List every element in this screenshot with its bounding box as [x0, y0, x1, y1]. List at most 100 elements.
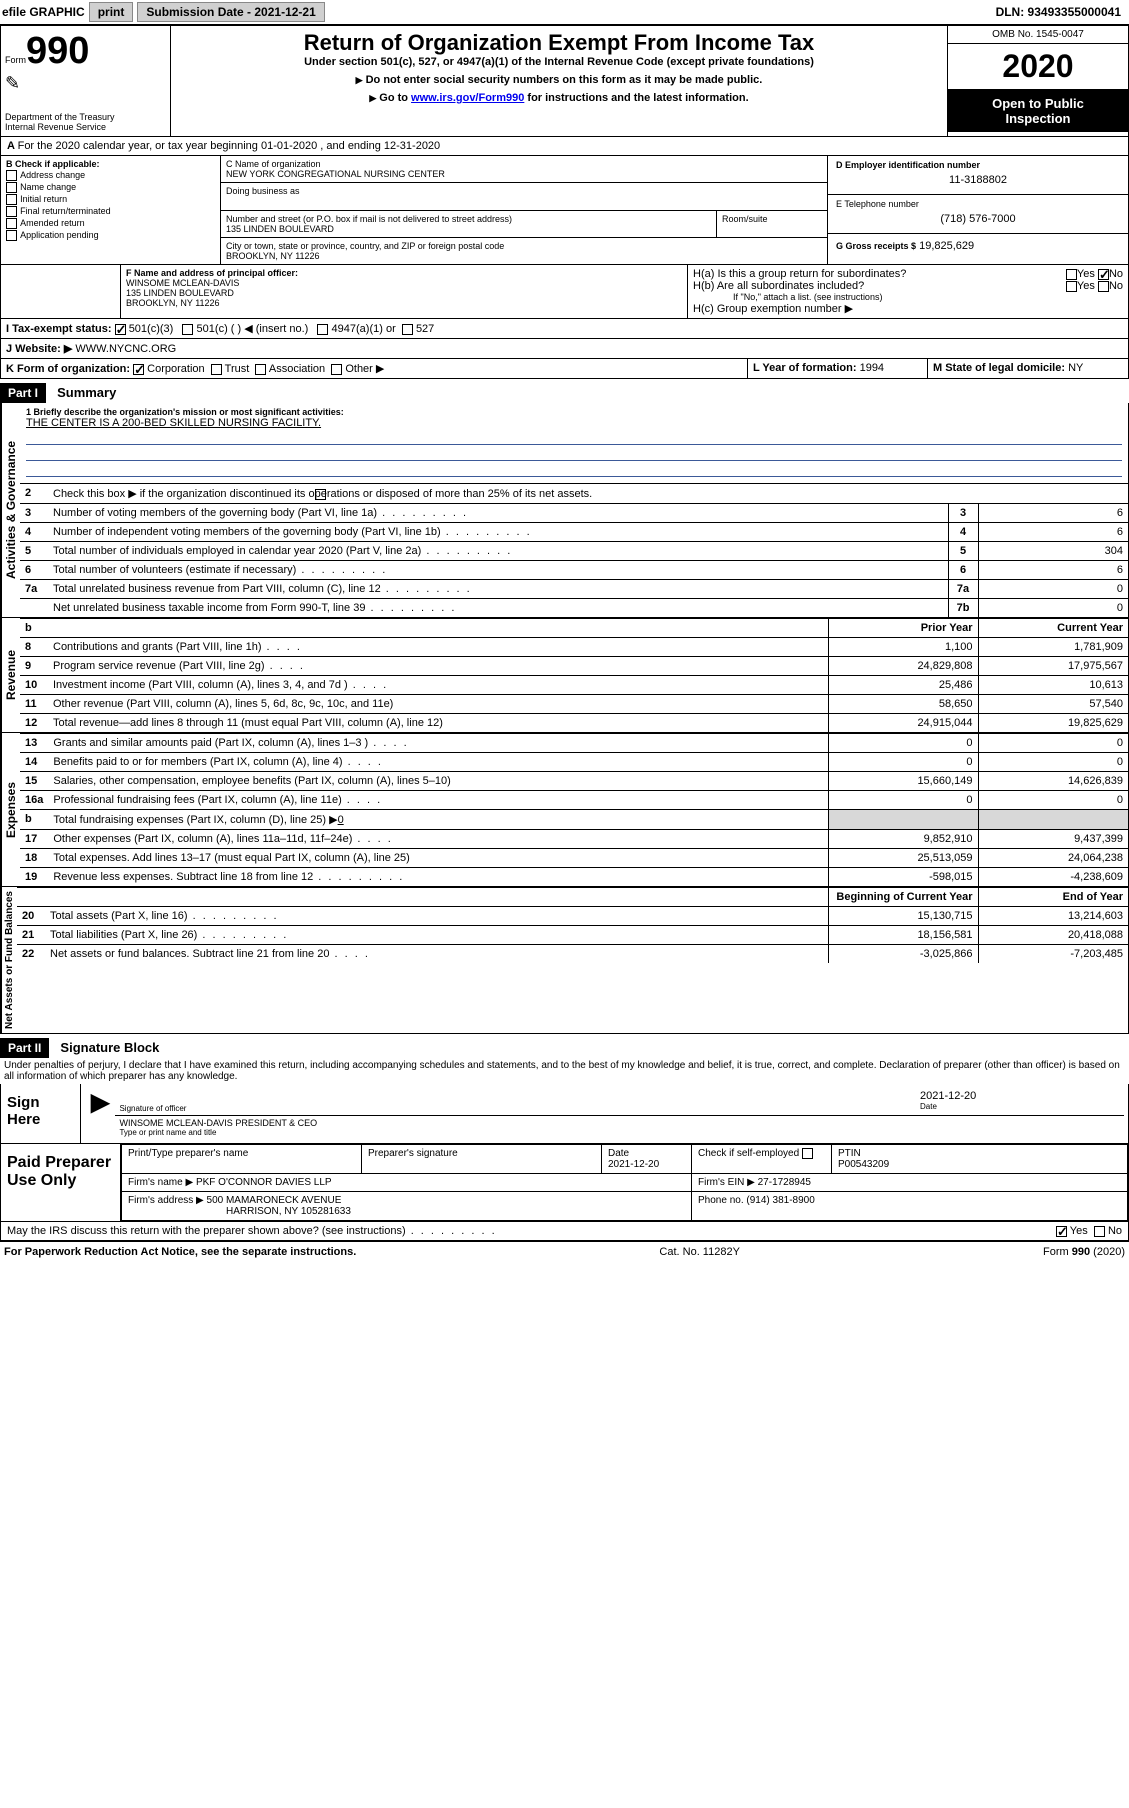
line7a-value: 0 — [978, 580, 1128, 599]
firm-name: PKF O'CONNOR DAVIES LLP — [196, 1177, 332, 1188]
line19-prior: -598,015 — [828, 868, 978, 887]
discuss-row: May the IRS discuss this return with the… — [0, 1222, 1129, 1241]
line2-checkbox[interactable] — [315, 489, 326, 500]
line11-prior: 58,650 — [828, 695, 978, 714]
line9-current: 17,975,567 — [978, 657, 1128, 676]
501c3-checkbox[interactable] — [115, 324, 126, 335]
sign-here-block: Sign Here ▶ Signature of officer 2021-12… — [0, 1084, 1129, 1144]
initial-return-checkbox[interactable] — [6, 194, 17, 205]
4947-checkbox[interactable] — [317, 324, 328, 335]
ha-yes-checkbox[interactable] — [1066, 269, 1077, 280]
form-ref: Form 990 (2020) — [1043, 1246, 1125, 1258]
527-checkbox[interactable] — [402, 324, 413, 335]
form-label: Form — [5, 55, 26, 65]
dept-label: Department of the Treasury — [5, 112, 166, 122]
form990-link[interactable]: www.irs.gov/Form990 — [411, 92, 524, 104]
part-i-header: Part I Summary — [0, 379, 1129, 403]
instruction-1: Do not enter social security numbers on … — [175, 74, 943, 86]
tax-year: 2020 — [948, 44, 1128, 90]
line12-prior: 24,915,044 — [828, 714, 978, 733]
gross-receipts: 19,825,629 — [919, 240, 974, 252]
firm-phone: (914) 381-8900 — [746, 1195, 814, 1206]
line21-prior: 18,156,581 — [828, 926, 978, 945]
org-name: NEW YORK CONGREGATIONAL NURSING CENTER — [226, 169, 822, 179]
line5-value: 304 — [978, 542, 1128, 561]
entity-block: B Check if applicable: Address change Na… — [0, 156, 1129, 265]
line20-current: 13,214,603 — [978, 907, 1128, 926]
line10-prior: 25,486 — [828, 676, 978, 695]
omb-number: OMB No. 1545-0047 — [948, 26, 1128, 44]
line12-current: 19,825,629 — [978, 714, 1128, 733]
line14-current: 0 — [978, 753, 1128, 772]
trust-checkbox[interactable] — [211, 364, 222, 375]
line22-prior: -3,025,866 — [828, 945, 978, 964]
ein: 11-3188802 — [836, 170, 1120, 190]
other-checkbox[interactable] — [331, 364, 342, 375]
sign-date: 2021-12-20 — [920, 1090, 1120, 1102]
print-button[interactable]: print — [89, 2, 134, 22]
assoc-checkbox[interactable] — [255, 364, 266, 375]
line19-current: -4,238,609 — [978, 868, 1128, 887]
hb-no-checkbox[interactable] — [1098, 281, 1109, 292]
ha-no-checkbox[interactable] — [1098, 269, 1109, 280]
tax-period: A For the 2020 calendar year, or tax yea… — [0, 137, 1129, 156]
line18-current: 24,064,238 — [978, 849, 1128, 868]
instruction-2: Go to www.irs.gov/Form990 for instructio… — [175, 92, 943, 104]
name-change-checkbox[interactable] — [6, 182, 17, 193]
amended-return-checkbox[interactable] — [6, 218, 17, 229]
form-title: Return of Organization Exempt From Incom… — [175, 30, 943, 56]
501c-checkbox[interactable] — [182, 324, 193, 335]
line15-prior: 15,660,149 — [828, 772, 978, 791]
part-ii-header: Part II Signature Block — [0, 1034, 1129, 1058]
application-pending-checkbox[interactable] — [6, 230, 17, 241]
line16a-prior: 0 — [828, 791, 978, 810]
net-assets-section: Net Assets or Fund Balances Beginning of… — [0, 887, 1129, 1034]
org-address: 135 LINDEN BOULEVARD — [226, 224, 711, 234]
prep-date: 2021-12-20 — [608, 1159, 659, 1170]
line13-current: 0 — [978, 734, 1128, 753]
website: WWW.NYCNC.ORG — [75, 343, 176, 355]
line10-current: 10,613 — [978, 676, 1128, 695]
catalog-number: Cat. No. 11282Y — [659, 1246, 740, 1258]
officer-block: F Name and address of principal officer:… — [0, 265, 1129, 319]
discuss-no-checkbox[interactable] — [1094, 1226, 1105, 1237]
form-subtitle: Under section 501(c), 527, or 4947(a)(1)… — [175, 56, 943, 68]
mission-text: THE CENTER IS A 200-BED SKILLED NURSING … — [26, 417, 1122, 429]
activities-governance: Activities & Governance 1 Briefly descri… — [0, 403, 1129, 618]
line20-prior: 15,130,715 — [828, 907, 978, 926]
revenue-section: Revenue bPrior YearCurrent Year 8Contrib… — [0, 618, 1129, 733]
page-footer: For Paperwork Reduction Act Notice, see … — [0, 1241, 1129, 1262]
discuss-yes-checkbox[interactable] — [1056, 1226, 1067, 1237]
hb-yes-checkbox[interactable] — [1066, 281, 1077, 292]
state-domicile: NY — [1068, 362, 1083, 374]
firm-ein: 27-1728945 — [758, 1177, 811, 1188]
line16b-value: 0 — [338, 814, 344, 826]
line17-prior: 9,852,910 — [828, 830, 978, 849]
ptin: P00543209 — [838, 1159, 889, 1170]
line6-value: 6 — [978, 561, 1128, 580]
line15-current: 14,626,839 — [978, 772, 1128, 791]
form-header: Form990 ✎ Department of the Treasury Int… — [0, 25, 1129, 137]
paid-preparer-block: Paid Preparer Use Only Print/Type prepar… — [0, 1144, 1129, 1222]
line17-current: 9,437,399 — [978, 830, 1128, 849]
efile-label: efile GRAPHIC — [2, 5, 85, 19]
submission-date-button[interactable]: Submission Date - 2021-12-21 — [137, 2, 324, 22]
year-formation: 1994 — [860, 362, 884, 374]
telephone: (718) 576-7000 — [836, 209, 1120, 229]
line3-value: 6 — [978, 504, 1128, 523]
box-b: B Check if applicable: Address change Na… — [1, 156, 221, 264]
address-change-checkbox[interactable] — [6, 170, 17, 181]
officer-signature-name: WINSOME MCLEAN-DAVIS PRESIDENT & CEO — [119, 1118, 1120, 1128]
line18-prior: 25,513,059 — [828, 849, 978, 868]
final-return-checkbox[interactable] — [6, 206, 17, 217]
line7b-value: 0 — [978, 599, 1128, 618]
sign-arrow-icon: ▶ — [85, 1088, 115, 1139]
expenses-section: Expenses 13Grants and similar amounts pa… — [0, 733, 1129, 887]
self-employed-checkbox[interactable] — [802, 1148, 813, 1159]
officer-name: WINSOME MCLEAN-DAVIS — [126, 278, 682, 288]
org-city: BROOKLYN, NY 11226 — [226, 251, 822, 261]
corp-checkbox[interactable] — [133, 364, 144, 375]
open-to-public: Open to Public Inspection — [948, 90, 1128, 132]
irs-label: Internal Revenue Service — [5, 122, 166, 132]
line4-value: 6 — [978, 523, 1128, 542]
